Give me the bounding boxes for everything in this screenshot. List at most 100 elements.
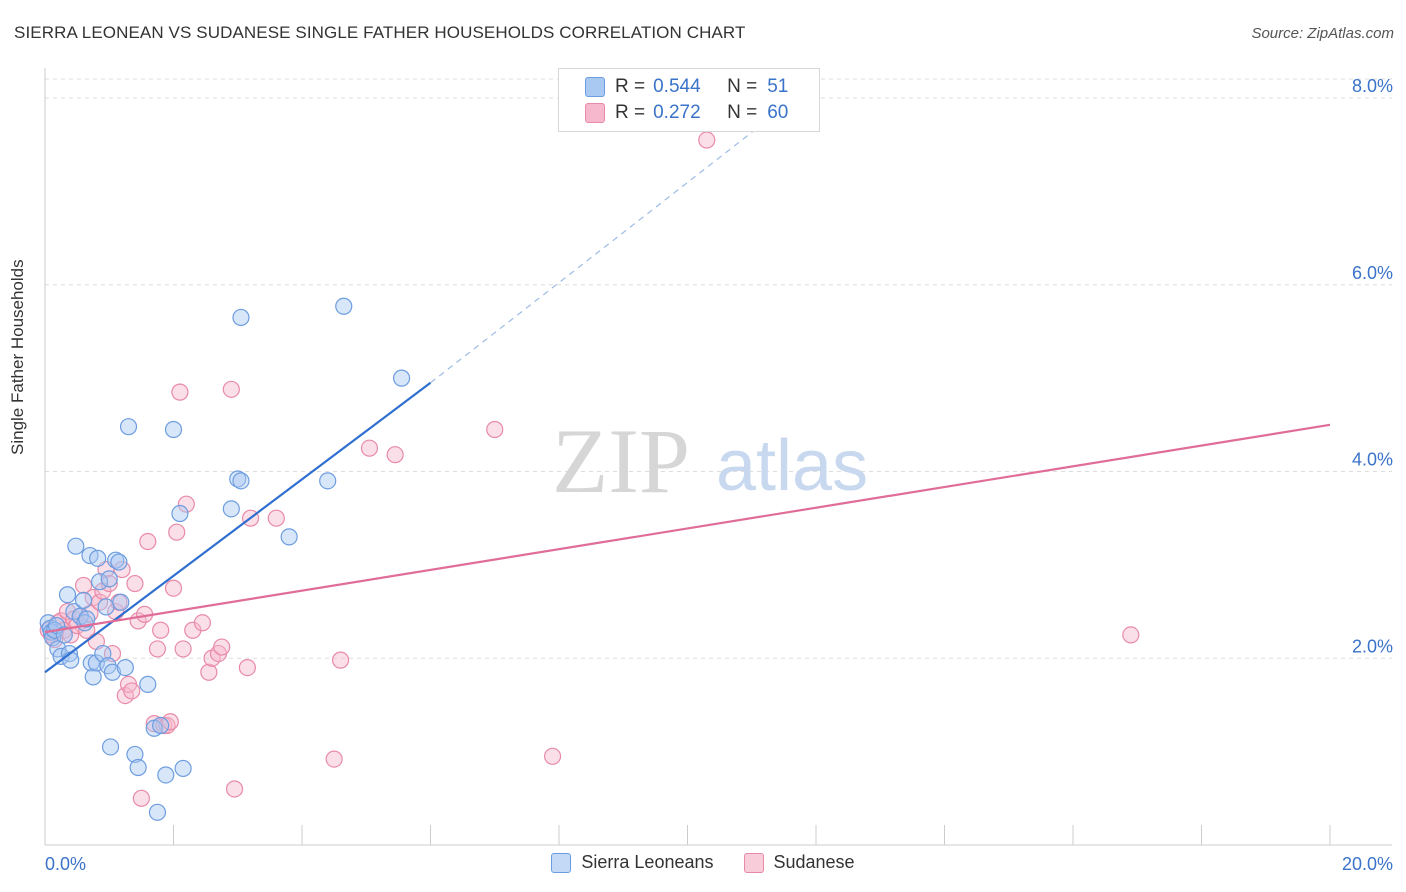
sierra-leonean-trend-extension <box>430 106 785 384</box>
y-tick-label: 8.0% <box>1352 76 1393 96</box>
legend-r-value: 0.544 <box>653 76 701 97</box>
sudanese-point <box>139 532 157 551</box>
legend-n-label: N = <box>727 102 758 123</box>
legend-n-label: N = <box>727 76 758 97</box>
sierra-leonean-point <box>164 420 183 439</box>
tick-label-layer: 2.0% 4.0% 6.0% 8.0% 0.0% 20.0% <box>45 76 1393 874</box>
sierra-leonean-point <box>100 570 118 588</box>
legend-row-sudanese: R = 0.272 N = 60 <box>585 101 788 125</box>
bottom-legend-swatch-pink <box>743 852 764 873</box>
bottom-legend: Sierra Leoneans Sudanese <box>0 852 1406 873</box>
bottom-legend-swatch-blue <box>551 852 572 873</box>
sudanese-point <box>200 663 218 681</box>
sierra-leonean-point <box>84 668 102 686</box>
sierra-leonean-point <box>55 626 73 644</box>
sierra-leonean-point <box>148 803 167 821</box>
sierra-leonean-trend-line <box>44 381 432 674</box>
points-layer <box>39 131 1140 821</box>
y-axis-label: Single Father Households <box>8 259 27 455</box>
sierra-leonean-point <box>232 472 250 490</box>
legend-r-label: R = <box>615 76 646 97</box>
sierra-leonean-point <box>82 654 100 672</box>
sierra-leonean-point <box>319 472 337 490</box>
sierra-leonean-point <box>119 418 138 436</box>
sudanese-point <box>193 614 212 632</box>
sierra-leonean-point <box>97 598 115 616</box>
legend-r-label: R = <box>615 102 646 123</box>
legend-n-value: 51 <box>767 76 789 97</box>
chart-title: SIERRA LEONEAN VS SUDANESE SINGLE FATHER… <box>14 23 746 42</box>
sierra-leonean-point <box>139 675 157 693</box>
y-tick-label: 2.0% <box>1352 636 1393 656</box>
sudanese-trend-line <box>44 423 1331 634</box>
sierra-leonean-point <box>157 766 175 784</box>
sierra-leonean-point <box>335 297 353 315</box>
sierra-leonean-point <box>58 586 77 604</box>
sudanese-point <box>360 439 379 457</box>
sierra-leonean-point <box>78 610 96 628</box>
axis-layer <box>44 68 1392 846</box>
sudanese-point <box>238 658 256 677</box>
sierra-leonean-point <box>62 651 80 669</box>
sudanese-point <box>267 509 285 527</box>
y-tick-label: 4.0% <box>1352 450 1393 470</box>
sudanese-point <box>164 579 183 597</box>
sierra-leonean-point <box>91 573 109 591</box>
sudanese-point <box>486 420 504 439</box>
sierra-leonean-point <box>103 663 122 681</box>
y-tick-label: 6.0% <box>1352 263 1393 283</box>
sudanese-point <box>1122 626 1140 644</box>
trend-layer <box>44 106 1331 674</box>
sudanese-point <box>325 750 343 768</box>
sudanese-point <box>543 747 562 765</box>
sudanese-point <box>174 640 192 658</box>
sudanese-point <box>148 640 167 658</box>
sierra-leonean-point <box>392 369 411 387</box>
bottom-legend-label-sierra-leoneans: Sierra Leoneans <box>581 852 714 872</box>
source-label: Source: ZipAtlas.com <box>1251 25 1394 42</box>
sudanese-point <box>225 780 244 798</box>
sierra-leonean-point <box>126 745 144 764</box>
sudanese-point <box>331 651 350 669</box>
legend-row-sierra-leoneans: R = 0.544 N = 51 <box>585 75 788 99</box>
sierra-leonean-point <box>116 658 134 677</box>
sierra-leonean-point <box>129 758 147 777</box>
sudanese-point <box>698 131 716 149</box>
sierra-leonean-point <box>101 738 120 756</box>
sudanese-point <box>168 523 186 541</box>
legend-swatch-blue <box>585 77 605 97</box>
sudanese-point <box>161 713 179 731</box>
legend-n-value: 60 <box>767 102 789 123</box>
watermark-atlas: atlas <box>716 426 868 506</box>
x-tick-label: 20.0% <box>1342 854 1393 874</box>
sudanese-point <box>213 638 231 656</box>
sudanese-point <box>152 621 170 639</box>
legend-r-value: 0.272 <box>653 102 701 123</box>
sudanese-point <box>123 682 141 700</box>
sierra-leonean-point <box>222 500 240 518</box>
sierra-leonean-point <box>280 528 298 546</box>
sierra-leonean-point <box>174 759 192 778</box>
watermark: ZIP atlas <box>552 410 868 512</box>
sierra-leonean-point <box>232 308 250 327</box>
sierra-leonean-point <box>110 553 128 571</box>
sierra-leonean-point <box>152 716 170 735</box>
sierra-leonean-point <box>67 537 85 555</box>
bottom-legend-sierra-leoneans: Sierra Leoneans <box>551 852 714 873</box>
legend-swatch-pink <box>585 103 605 123</box>
bottom-legend-label-sudanese: Sudanese <box>773 852 855 872</box>
sudanese-point <box>171 383 189 401</box>
sierra-leonean-point <box>74 591 93 609</box>
sierra-leonean-point <box>112 593 130 611</box>
sudanese-point <box>132 789 150 807</box>
sudanese-point <box>177 495 195 513</box>
legend: R = 0.544 N = 51 R = 0.272 N = 60 <box>558 68 820 132</box>
bottom-legend-sudanese: Sudanese <box>743 852 855 873</box>
sudanese-point <box>222 380 240 398</box>
sierra-leonean-point <box>171 504 189 523</box>
watermark-zip: ZIP <box>552 410 690 512</box>
grid-layer <box>45 78 1392 659</box>
sudanese-point <box>74 576 93 595</box>
sierra-leonean-point <box>89 549 107 567</box>
